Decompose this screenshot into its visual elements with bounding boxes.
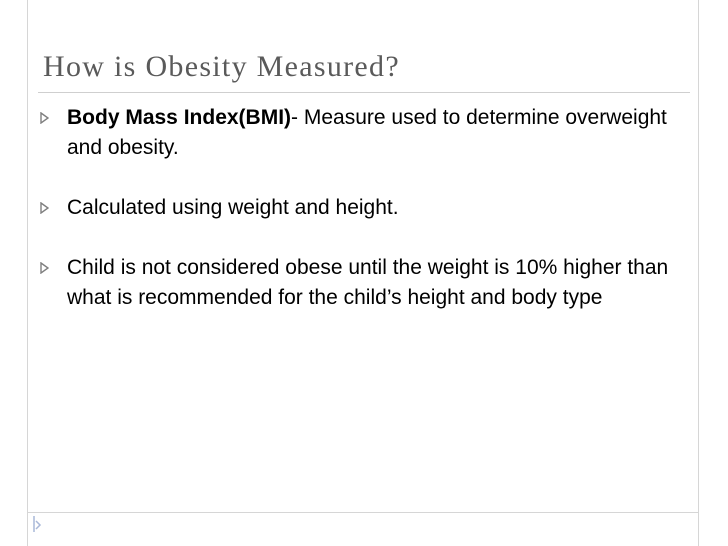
triangle-right-icon xyxy=(40,112,49,124)
left-frame-line xyxy=(27,0,28,546)
bottom-frame-line xyxy=(27,512,698,513)
bullet-text: Calculated using weight and height. xyxy=(67,196,399,219)
bullet-bold-text: Body Mass Index(BMI) xyxy=(67,106,292,129)
triangle-right-icon xyxy=(40,202,49,214)
bullet-text: - Measure used to determine overweight a… xyxy=(67,106,667,159)
triangle-right-icon xyxy=(40,262,49,274)
title-divider xyxy=(38,92,690,93)
right-frame-line xyxy=(698,0,699,546)
bullet-item-bmi: Body Mass Index(BMI)- Measure used to de… xyxy=(40,103,690,163)
slide-title: How is Obesity Measured? xyxy=(43,50,400,83)
corner-arrow-icon xyxy=(33,516,42,532)
bullet-item-calculation: Calculated using weight and height. xyxy=(40,193,690,223)
bullet-item-child-obesity: Child is not considered obese until the … xyxy=(40,253,690,313)
bullet-list: Body Mass Index(BMI)- Measure used to de… xyxy=(40,103,690,313)
bullet-text: Child is not considered obese until the … xyxy=(67,256,669,309)
